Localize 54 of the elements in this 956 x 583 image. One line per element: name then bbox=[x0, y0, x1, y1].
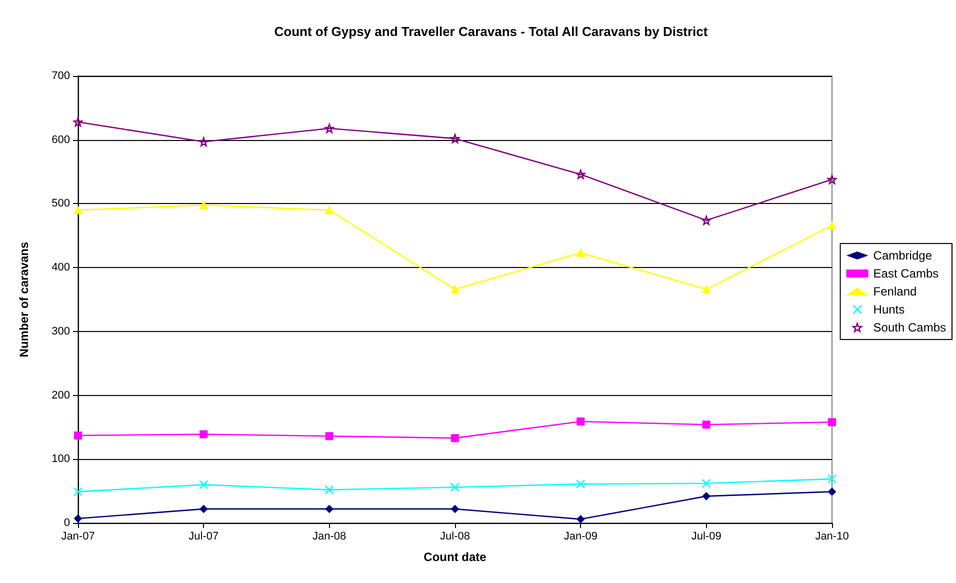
point bbox=[325, 504, 334, 513]
y-axis-title: Number of caravans bbox=[17, 241, 31, 358]
point bbox=[451, 504, 459, 513]
point bbox=[74, 432, 82, 440]
point bbox=[74, 206, 82, 214]
point bbox=[827, 474, 837, 484]
point bbox=[576, 417, 585, 426]
point bbox=[324, 485, 334, 494]
point bbox=[325, 206, 334, 214]
point bbox=[200, 200, 208, 209]
y-tick-label: 300 bbox=[52, 325, 70, 338]
point bbox=[827, 174, 837, 184]
point bbox=[200, 430, 208, 438]
point bbox=[200, 504, 208, 513]
x-tick-label: Jan-07 bbox=[61, 530, 95, 542]
x-tick-label: Jul-08 bbox=[440, 530, 470, 542]
legend-label: Hunts bbox=[873, 302, 905, 316]
y-tick-label: 400 bbox=[52, 262, 70, 274]
x-tick-label: Jan-09 bbox=[564, 530, 598, 542]
legend-label: Fenland bbox=[873, 284, 917, 298]
point bbox=[199, 480, 208, 490]
point bbox=[702, 478, 711, 488]
point bbox=[451, 285, 459, 294]
chart-title: Count of Gypsy and Traveller Caravans - Total All Caravans by District bbox=[274, 24, 708, 39]
point bbox=[828, 221, 836, 230]
y-tick-label: 100 bbox=[52, 453, 70, 466]
point bbox=[451, 434, 459, 442]
point bbox=[324, 124, 334, 134]
point bbox=[325, 432, 334, 440]
y-tick-label: 0 bbox=[64, 517, 70, 529]
point bbox=[828, 418, 836, 426]
point bbox=[576, 515, 585, 524]
x-tick-label: Jan-10 bbox=[815, 530, 849, 542]
legend-label: Cambridge bbox=[873, 248, 932, 262]
y-tick-label: 200 bbox=[52, 389, 70, 402]
legend-label: East Cambs bbox=[873, 266, 939, 280]
point bbox=[702, 492, 710, 500]
x-tick-label: Jan-08 bbox=[312, 530, 346, 542]
y-tick-label: 600 bbox=[52, 134, 70, 146]
x-tick-label: Jul-09 bbox=[691, 530, 722, 542]
point bbox=[73, 117, 83, 127]
point bbox=[828, 488, 836, 496]
point bbox=[73, 487, 83, 496]
point bbox=[702, 420, 710, 429]
x-tick-label: Jul-07 bbox=[188, 530, 219, 542]
point bbox=[450, 482, 460, 492]
legend-label: South Cambs bbox=[873, 320, 946, 334]
point bbox=[702, 285, 710, 294]
point bbox=[576, 479, 586, 489]
y-tick-label: 700 bbox=[52, 70, 70, 82]
point bbox=[450, 134, 460, 144]
point bbox=[576, 248, 585, 257]
x-axis-title: Count date bbox=[424, 550, 487, 564]
y-tick-label: 500 bbox=[52, 198, 70, 210]
